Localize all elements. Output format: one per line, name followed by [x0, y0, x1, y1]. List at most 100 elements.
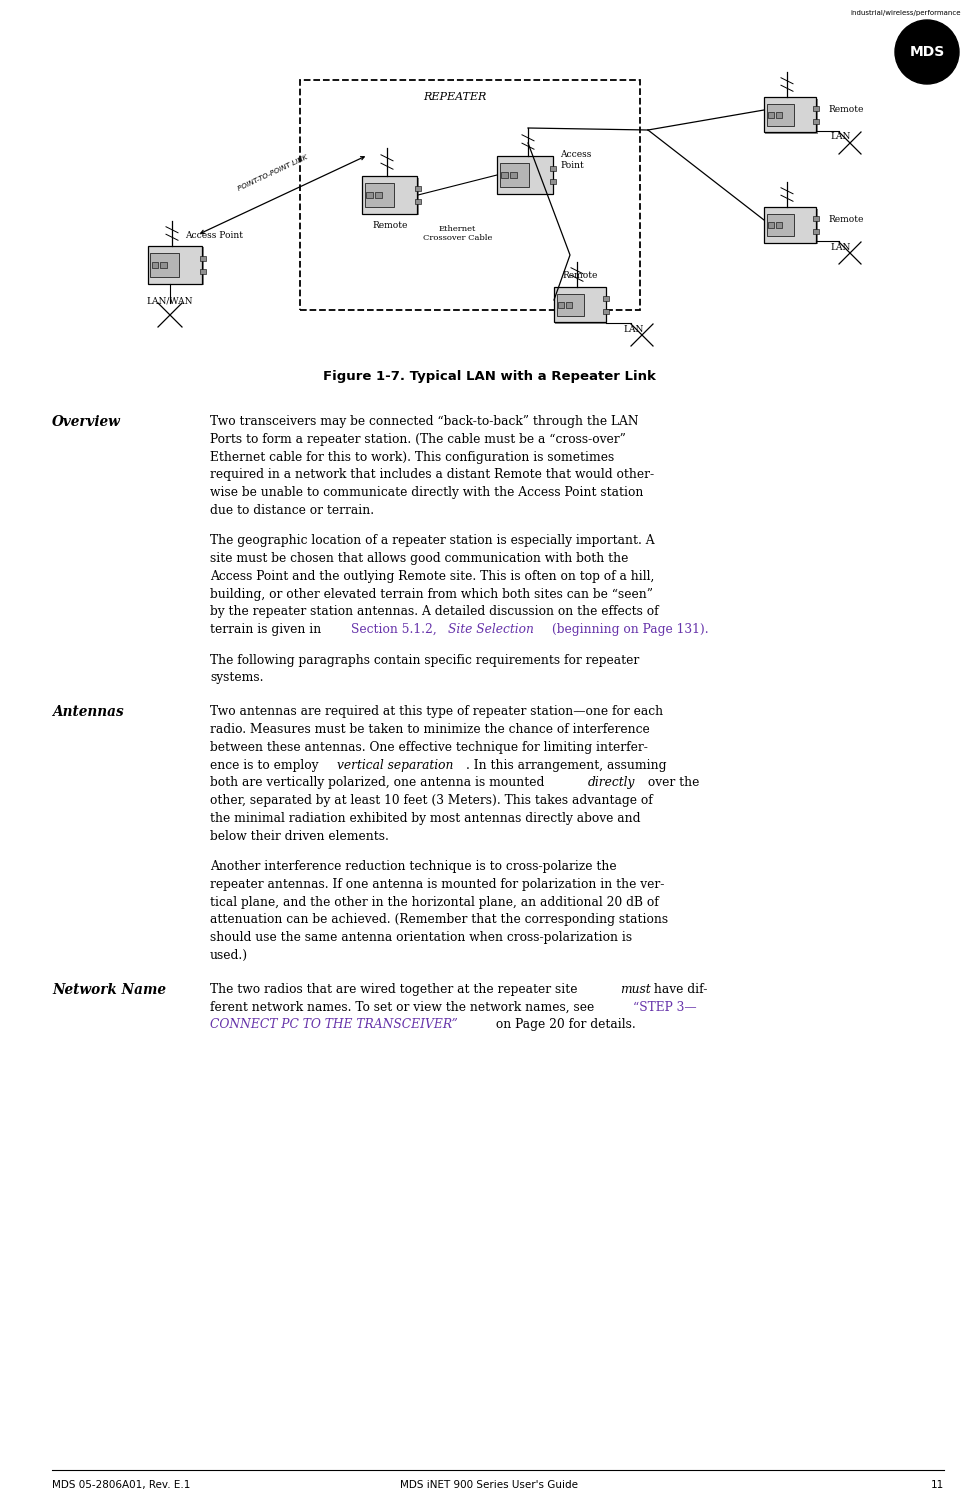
Text: used.): used.): [210, 948, 247, 962]
Text: by the repeater station antennas. A detailed discussion on the effects of: by the repeater station antennas. A deta…: [210, 606, 658, 618]
Text: building, or other elevated terrain from which both sites can be “seen”: building, or other elevated terrain from…: [210, 588, 652, 601]
Text: Network Name: Network Name: [52, 983, 166, 996]
Text: Access Point and the outlying Remote site. This is often on top of a hill,: Access Point and the outlying Remote sit…: [210, 570, 653, 583]
Bar: [557, 302, 563, 308]
Text: ferent network names. To set or view the network names, see: ferent network names. To set or view the…: [210, 1001, 598, 1013]
Bar: [813, 216, 819, 221]
Text: Ports to form a repeater station. (The cable must be a “cross-over”: Ports to form a repeater station. (The c…: [210, 433, 625, 446]
Text: have dif-: have dif-: [649, 983, 707, 996]
Bar: [200, 269, 205, 275]
Polygon shape: [362, 176, 417, 213]
Text: both are vertically polarized, one antenna is mounted: both are vertically polarized, one anten…: [210, 777, 548, 789]
Bar: [500, 164, 528, 186]
Circle shape: [894, 20, 958, 84]
Bar: [152, 262, 157, 269]
Text: vertical separation: vertical separation: [336, 759, 453, 771]
Bar: [150, 253, 178, 277]
Polygon shape: [497, 156, 552, 194]
Bar: [510, 171, 516, 179]
Text: MDS iNET 900 Series User's Guide: MDS iNET 900 Series User's Guide: [400, 1480, 578, 1489]
Text: on Page 20 for details.: on Page 20 for details.: [492, 1019, 635, 1031]
Text: below their driven elements.: below their driven elements.: [210, 830, 388, 843]
Bar: [415, 200, 421, 204]
Text: must: must: [619, 983, 650, 996]
Text: The following paragraphs contain specific requirements for repeater: The following paragraphs contain specifi…: [210, 654, 639, 666]
Polygon shape: [555, 289, 607, 325]
Text: systems.: systems.: [210, 672, 263, 684]
Text: radio. Measures must be taken to minimize the chance of interference: radio. Measures must be taken to minimiz…: [210, 723, 649, 736]
Text: LAN: LAN: [622, 326, 643, 335]
Text: Remote: Remote: [561, 271, 598, 280]
Polygon shape: [149, 248, 203, 286]
Text: “STEP 3—: “STEP 3—: [633, 1001, 696, 1013]
Text: site must be chosen that allows good communication with both the: site must be chosen that allows good com…: [210, 552, 628, 565]
Text: The two radios that are wired together at the repeater site: The two radios that are wired together a…: [210, 983, 581, 996]
Text: LAN/WAN: LAN/WAN: [147, 298, 193, 307]
Text: required in a network that includes a distant Remote that would other-: required in a network that includes a di…: [210, 469, 653, 481]
Text: The geographic location of a repeater station is especially important. A: The geographic location of a repeater st…: [210, 534, 654, 547]
Text: attenuation can be achieved. (Remember that the corresponding stations: attenuation can be achieved. (Remember t…: [210, 914, 667, 926]
Bar: [550, 179, 556, 185]
Bar: [602, 308, 609, 314]
Bar: [550, 165, 556, 171]
Text: directly: directly: [588, 777, 635, 789]
Text: Antennas: Antennas: [52, 705, 123, 718]
Text: due to distance or terrain.: due to distance or terrain.: [210, 504, 374, 517]
Text: over the: over the: [644, 777, 698, 789]
Text: Remote: Remote: [827, 215, 863, 224]
Text: Section 5.1.2,: Section 5.1.2,: [351, 624, 440, 636]
Polygon shape: [554, 287, 605, 323]
Text: Access
Point: Access Point: [559, 150, 591, 170]
Text: Another interference reduction technique is to cross-polarize the: Another interference reduction technique…: [210, 860, 616, 873]
Bar: [602, 296, 609, 301]
Polygon shape: [364, 177, 419, 215]
Text: (beginning on Page 131).: (beginning on Page 131).: [548, 624, 708, 636]
Bar: [375, 192, 381, 198]
Text: POINT-TO-POINT LINK: POINT-TO-POINT LINK: [237, 155, 308, 192]
Text: Access Point: Access Point: [185, 231, 243, 240]
Text: Remote: Remote: [827, 105, 863, 114]
Text: Two antennas are required at this type of repeater station—one for each: Two antennas are required at this type o…: [210, 705, 662, 718]
Text: Two transceivers may be connected “back-to-back” through the LAN: Two transceivers may be connected “back-…: [210, 415, 638, 428]
Text: repeater antennas. If one antenna is mounted for polarization in the ver-: repeater antennas. If one antenna is mou…: [210, 878, 664, 891]
Text: MDS 05-2806A01, Rev. E.1: MDS 05-2806A01, Rev. E.1: [52, 1480, 190, 1489]
Text: Site Selection: Site Selection: [448, 624, 533, 636]
Bar: [565, 302, 571, 308]
Text: 11: 11: [930, 1480, 943, 1489]
Text: terrain is given in: terrain is given in: [210, 624, 325, 636]
Bar: [415, 186, 421, 191]
Text: . In this arrangement, assuming: . In this arrangement, assuming: [466, 759, 666, 771]
Bar: [200, 256, 205, 260]
Text: Figure 1-7. Typical LAN with a Repeater Link: Figure 1-7. Typical LAN with a Repeater …: [323, 370, 655, 383]
Text: industrial/wireless/performance: industrial/wireless/performance: [850, 11, 960, 17]
Text: MDS: MDS: [909, 45, 944, 59]
Text: tical plane, and the other in the horizontal plane, an additional 20 dB of: tical plane, and the other in the horizo…: [210, 896, 658, 909]
Text: LAN: LAN: [829, 242, 850, 251]
Text: Overview: Overview: [52, 415, 120, 428]
Text: should use the same antenna orientation when cross-polarization is: should use the same antenna orientation …: [210, 932, 632, 944]
Bar: [366, 192, 373, 198]
Text: ence is to employ: ence is to employ: [210, 759, 322, 771]
Text: Ethernet
Crossover Cable: Ethernet Crossover Cable: [422, 225, 492, 242]
Bar: [299, 80, 640, 310]
Bar: [813, 107, 819, 111]
Polygon shape: [148, 246, 202, 284]
Bar: [365, 183, 393, 207]
Bar: [766, 104, 793, 126]
Bar: [501, 171, 508, 179]
Polygon shape: [765, 209, 817, 243]
Bar: [776, 222, 781, 228]
Bar: [813, 228, 819, 234]
Text: the minimal radiation exhibited by most antennas directly above and: the minimal radiation exhibited by most …: [210, 812, 640, 825]
Bar: [767, 111, 774, 119]
Text: Remote: Remote: [372, 221, 407, 230]
Bar: [766, 213, 793, 236]
Text: REPEATER: REPEATER: [422, 92, 486, 102]
Text: wise be unable to communicate directly with the Access Point station: wise be unable to communicate directly w…: [210, 485, 643, 499]
Polygon shape: [499, 158, 554, 195]
Bar: [767, 222, 774, 228]
Polygon shape: [763, 207, 816, 242]
Text: other, separated by at least 10 feet (3 Meters). This takes advantage of: other, separated by at least 10 feet (3 …: [210, 794, 652, 807]
Text: CONNECT PC TO THE TRANSCEIVER”: CONNECT PC TO THE TRANSCEIVER”: [210, 1019, 458, 1031]
Polygon shape: [763, 98, 816, 132]
